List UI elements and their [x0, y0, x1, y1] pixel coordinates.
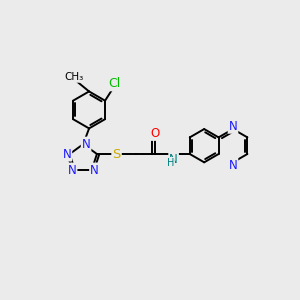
Text: O: O — [150, 127, 159, 140]
Text: N: N — [82, 138, 90, 151]
Text: Cl: Cl — [108, 77, 120, 90]
Text: N: N — [229, 120, 237, 133]
Text: N: N — [90, 164, 99, 176]
Text: N: N — [169, 153, 178, 166]
Text: N: N — [62, 148, 71, 160]
Text: N: N — [68, 164, 76, 176]
Text: H: H — [167, 158, 174, 168]
Text: N: N — [229, 159, 237, 172]
Text: CH₃: CH₃ — [64, 72, 84, 82]
Text: S: S — [112, 148, 121, 160]
